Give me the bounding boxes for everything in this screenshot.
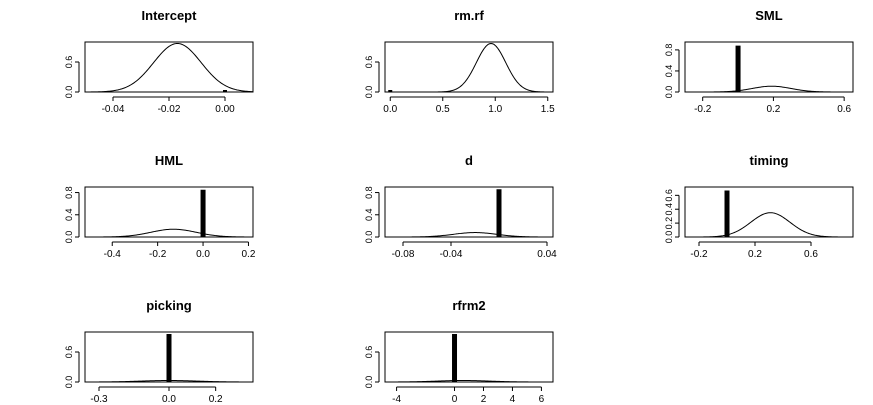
- x-tick-label: 6: [539, 394, 545, 405]
- x-tick-label: 0.2: [748, 249, 762, 260]
- density-curve: [385, 232, 553, 238]
- x-tick-label: 0.2: [209, 394, 223, 405]
- x-tick-label: 0.6: [804, 249, 818, 260]
- plot-frame: [384, 41, 554, 93]
- y-tick-label: 0.0: [364, 231, 374, 244]
- panel-title: SML: [755, 8, 783, 23]
- y-tick-label: 0.0: [664, 231, 674, 244]
- plot-frame: [384, 186, 554, 238]
- panel-title: Intercept: [142, 8, 198, 23]
- x-tick-label: 0.2: [766, 104, 780, 115]
- x-tick-label: -0.04: [440, 249, 463, 260]
- x-tick-label: -0.2: [690, 249, 708, 260]
- y-tick-label: 0.8: [664, 44, 674, 57]
- y-tick-label: 0.0: [364, 86, 374, 99]
- x-tick-label: 1.0: [488, 104, 502, 115]
- x-tick-label: -0.3: [90, 394, 108, 405]
- panel-Intercept: Intercept -0.04 -0.02 0.00 0.0 0.6: [64, 8, 254, 115]
- density-curve: [85, 228, 253, 238]
- panel-timing: timing-0.2 0.2 0.60.00.20.40.6: [664, 153, 854, 260]
- y-tick-label: 0.0: [364, 376, 374, 389]
- panel-title: rm.rf: [454, 8, 484, 23]
- y-tick-label: 0.4: [364, 209, 374, 222]
- x-tick-label: 0.04: [537, 249, 557, 260]
- x-tick-label: 4: [510, 394, 516, 405]
- x-tick-label: -0.2: [149, 249, 167, 260]
- x-tick-label: 0: [452, 394, 458, 405]
- x-tick-label: -0.4: [104, 249, 122, 260]
- x-tick-label: 1.5: [541, 104, 555, 115]
- panel-SML: SML -0.2 0.2 0.6 0.0 0.4 0.8: [664, 8, 854, 115]
- density-curve: [85, 42, 254, 93]
- panel-rfrm2: rfrm2 -4 0 2 4 6 0.0 0.6: [364, 298, 554, 405]
- x-tick-label: 0.0: [196, 249, 210, 260]
- y-tick-label: 0.4: [664, 203, 674, 216]
- density-curve: [685, 212, 853, 238]
- y-tick-label: 0.0: [64, 86, 74, 99]
- x-tick-label: 0.00: [215, 104, 235, 115]
- density-curve: [385, 42, 553, 93]
- density-curve: [685, 85, 853, 93]
- x-tick-label: -0.02: [158, 104, 181, 115]
- panel-d: d -0.08 -0.04 0.04 0.0 0.4 0.8: [364, 153, 557, 260]
- plot-frame: [384, 331, 554, 383]
- plot-frame: [684, 186, 854, 238]
- y-tick-label: 0.0: [64, 376, 74, 389]
- x-tick-label: -0.08: [392, 249, 415, 260]
- panel-title: picking: [146, 298, 192, 313]
- x-tick-label: 2: [481, 394, 487, 405]
- y-tick-label: 0.6: [364, 346, 374, 359]
- y-tick-label: 0.0: [664, 86, 674, 99]
- x-tick-label: -0.04: [102, 104, 125, 115]
- x-tick-label: -4: [392, 394, 401, 405]
- density-curve: [385, 380, 553, 383]
- y-tick-label: 0.6: [64, 56, 74, 69]
- panel-title: HML: [155, 153, 183, 168]
- y-tick-label: 0.4: [64, 209, 74, 222]
- y-tick-label: 0.4: [664, 65, 674, 78]
- y-tick-label: 0.0: [64, 231, 74, 244]
- panel-HML: HML -0.4 -0.2 0.0 0.2 0.0 0.4 0.8: [64, 153, 256, 260]
- panel-picking: picking -0.3 0.0 0.2 0.0 0.6: [64, 298, 254, 405]
- plot-frame: [684, 41, 854, 93]
- y-tick-label: 0.8: [364, 186, 374, 199]
- panel-title: timing: [750, 153, 789, 168]
- x-tick-label: 0.6: [837, 104, 851, 115]
- panel-rm-rf: rm.rf 0.0 0.5 1.0 1.5 0.0 0.6: [364, 8, 555, 115]
- y-tick-label: 0.6: [364, 56, 374, 69]
- x-tick-label: 0.0: [383, 104, 397, 115]
- x-tick-label: -0.2: [694, 104, 712, 115]
- y-tick-label: 0.8: [64, 186, 74, 199]
- x-tick-label: 0.2: [242, 249, 256, 260]
- y-tick-label: 0.6: [64, 346, 74, 359]
- y-tick-label: 0.6: [664, 189, 674, 202]
- panel-title: d: [465, 153, 473, 168]
- panel-title: rfrm2: [452, 298, 485, 313]
- x-tick-label: 0.5: [436, 104, 450, 115]
- x-tick-label: 0.0: [162, 394, 176, 405]
- plot-frame: [84, 41, 254, 93]
- plot-frame: [84, 186, 254, 238]
- y-tick-label: 0.2: [664, 217, 674, 230]
